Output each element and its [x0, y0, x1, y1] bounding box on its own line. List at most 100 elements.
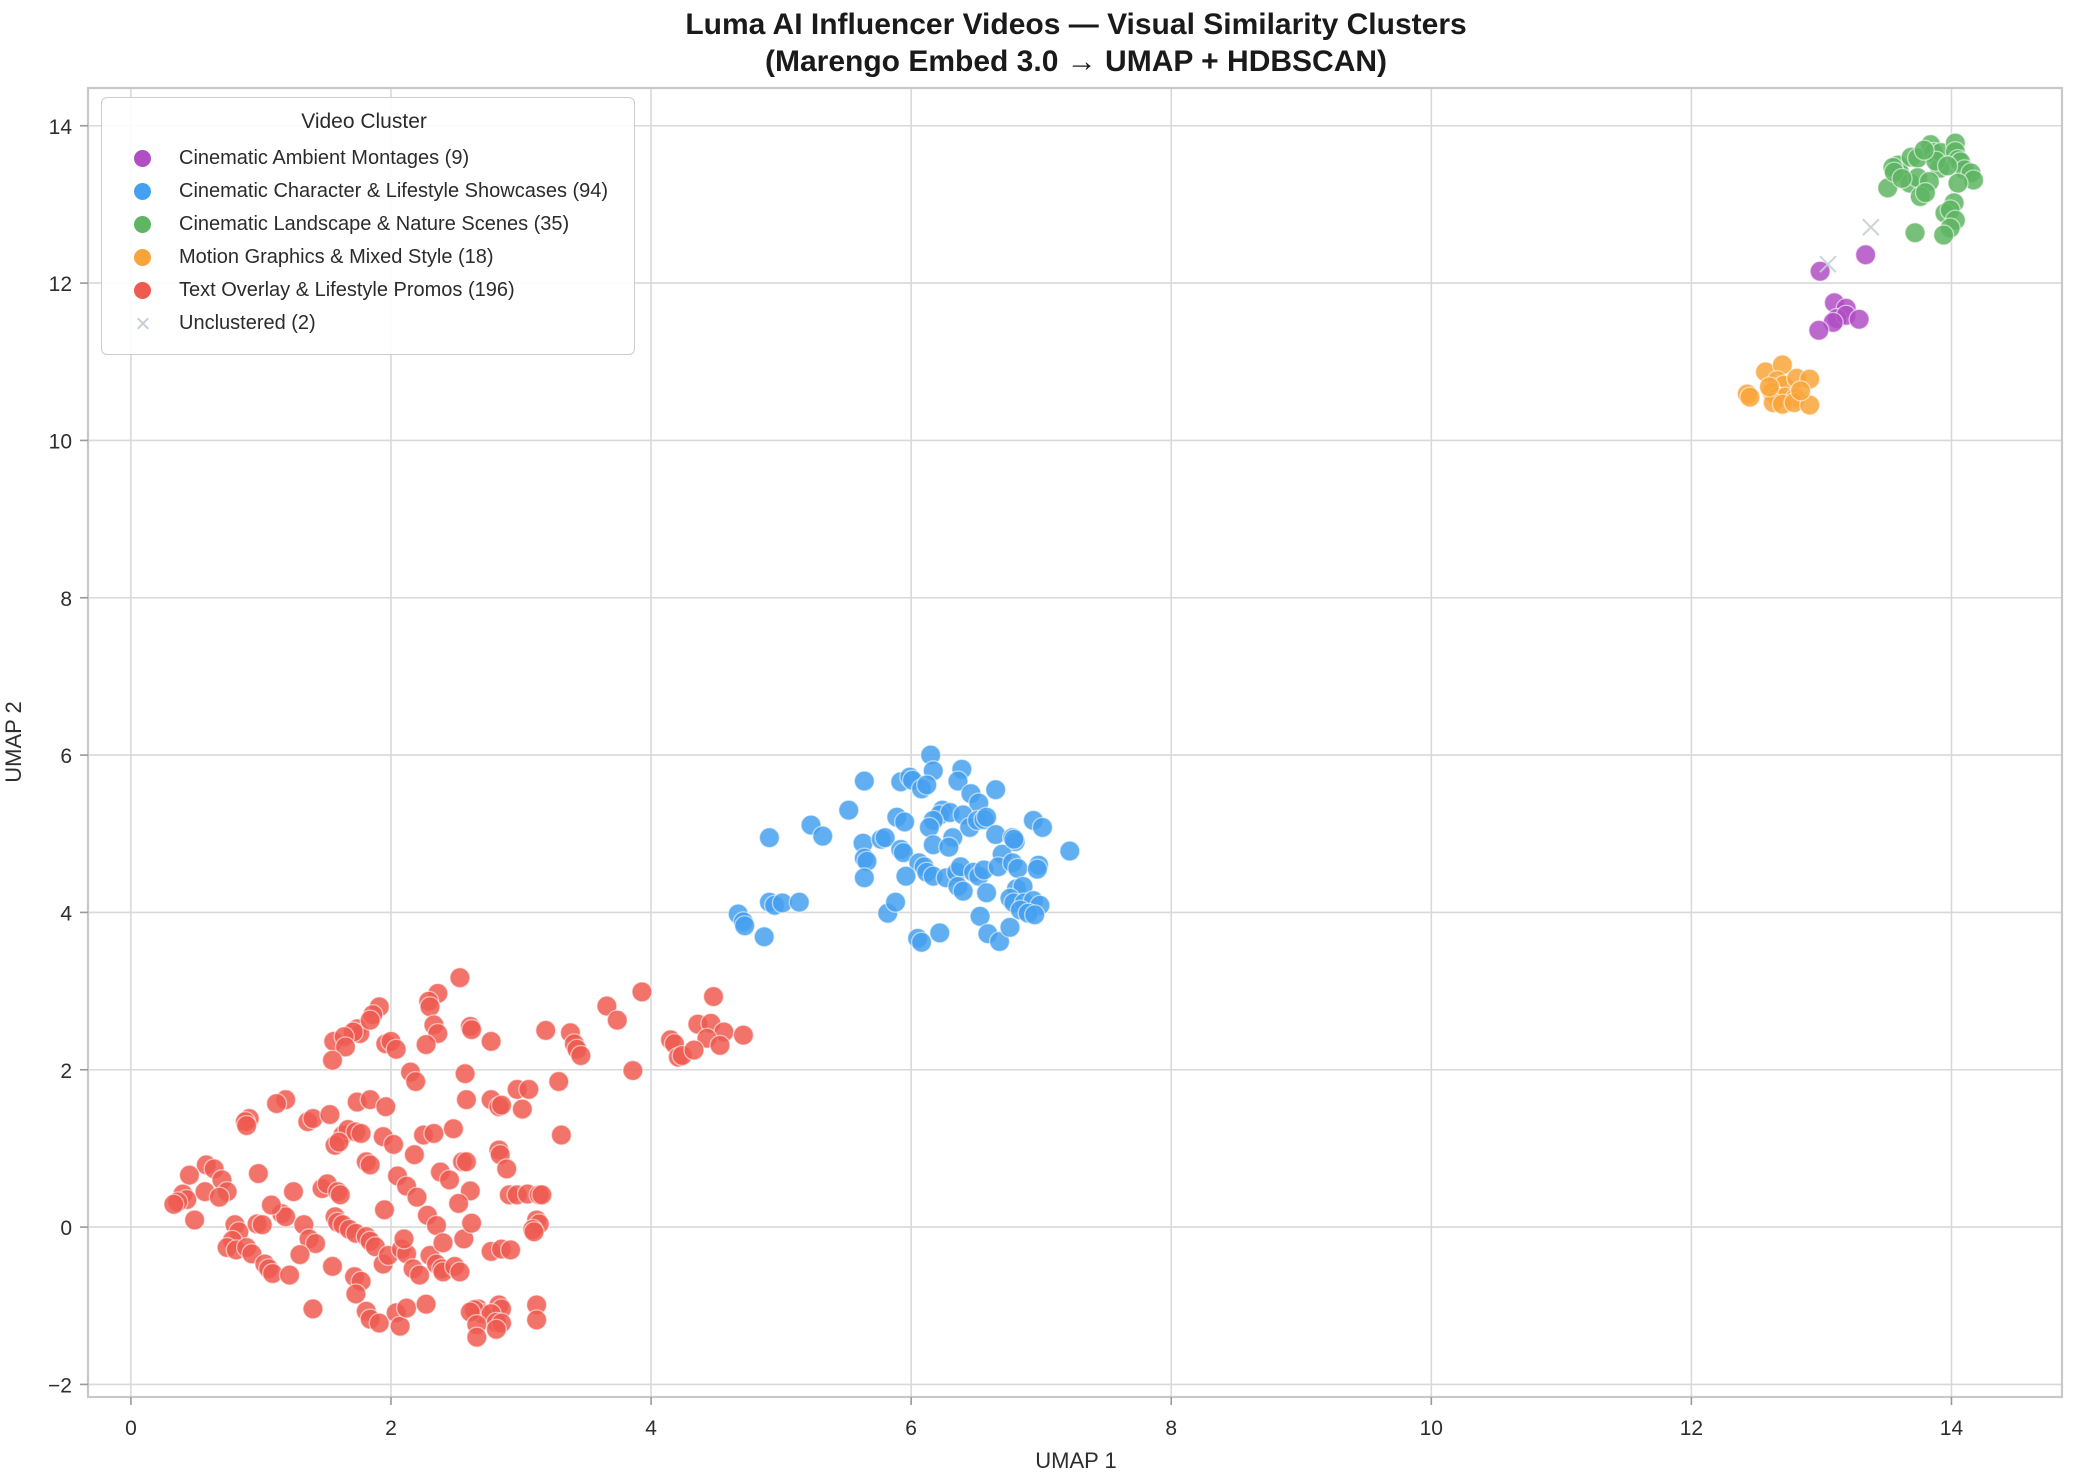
scatter-point	[1023, 904, 1046, 926]
scatter-point	[606, 1009, 628, 1031]
scatter-point	[1758, 376, 1781, 398]
y-tick-label: 2	[60, 1060, 72, 1083]
y-tick-label: 4	[60, 902, 72, 925]
legend-item-label: Motion Graphics & Mixed Style (18)	[179, 246, 494, 268]
scatter-point	[812, 825, 834, 847]
x-tick-label: 10	[1420, 1417, 1443, 1440]
legend-item-label: Cinematic Ambient Montages (9)	[179, 147, 470, 169]
scatter-point	[1854, 244, 1877, 266]
scatter-point	[548, 1070, 570, 1093]
scatter-point	[1904, 222, 1926, 244]
scatter-point	[208, 1186, 231, 1208]
scatter-point	[178, 1164, 201, 1186]
scatter-point	[321, 1255, 344, 1278]
scatter-point	[490, 1094, 513, 1116]
scatter-point	[328, 1131, 350, 1153]
scatter-point	[319, 1103, 341, 1126]
scatter-point	[838, 799, 860, 821]
legend-marker-circle-red	[134, 282, 151, 299]
plot-border	[86, 86, 2064, 1399]
chart-title: Luma AI Influencer Videos — Visual Simil…	[88, 6, 2064, 80]
scatter-point	[385, 1038, 407, 1060]
scatter-point	[916, 774, 938, 796]
scatter-point	[449, 1261, 471, 1283]
y-tick-label: 0	[60, 1217, 72, 1240]
scatter-point	[406, 1186, 428, 1208]
scatter-point	[525, 1309, 548, 1331]
scatter-point	[496, 1158, 518, 1180]
scatter-point	[984, 778, 1007, 801]
scatter-point	[895, 865, 917, 887]
legend-item-unclustered: Unclustered (2)	[120, 307, 608, 340]
legend-item-label: Text Overlay & Lifestyle Promos (196)	[179, 279, 515, 301]
scatter-point	[910, 931, 933, 954]
scatter-point	[733, 915, 756, 937]
scatter-point	[408, 1264, 431, 1286]
scatter-point	[788, 891, 811, 913]
scatter-point	[247, 1162, 270, 1185]
scatter-point	[329, 1184, 351, 1206]
x-tick-label: 12	[1680, 1417, 1703, 1440]
scatter-point	[947, 770, 969, 792]
chart-title-line1: Luma AI Influencer Videos — Visual Simil…	[685, 8, 1467, 41]
legend-marker-circle-green	[134, 216, 151, 233]
scatter-point	[1739, 386, 1761, 408]
scatter-point	[466, 1326, 488, 1348]
y-tick-label: 8	[60, 588, 72, 611]
x-axis-label: UMAP 1	[1035, 1448, 1117, 1473]
scatter-point	[321, 1049, 344, 1072]
scatter-point	[163, 1193, 185, 1215]
legend-title: Video Cluster	[301, 110, 427, 133]
scatter-point	[499, 1239, 522, 1261]
scatter-point	[393, 1228, 415, 1250]
scatter-point	[455, 1088, 478, 1111]
scatter-point	[893, 811, 916, 833]
scatter-point	[382, 1133, 405, 1156]
scatter-point	[274, 1206, 297, 1228]
scatter-point	[975, 882, 998, 904]
y-axis-label: UMAP 2	[1, 701, 26, 783]
scatter-point	[550, 1124, 573, 1146]
scatter-point	[485, 1318, 508, 1341]
x-tick-label: 2	[385, 1417, 397, 1440]
legend-item-label: Cinematic Landscape & Nature Scenes (35)	[179, 213, 570, 235]
scatter-point	[884, 891, 907, 913]
scatter-point	[460, 1212, 483, 1234]
scatter-point	[447, 1192, 470, 1215]
scatter-point	[403, 1144, 426, 1166]
scatter-point	[975, 806, 998, 828]
scatter-point	[1789, 380, 1812, 402]
scatter-point	[892, 841, 915, 864]
scatter-point	[304, 1232, 327, 1255]
legend-item-ambient: Cinematic Ambient Montages (9)	[120, 142, 608, 175]
legend-item-text-overlay: Text Overlay & Lifestyle Promos (196)	[120, 274, 608, 307]
scatter-point	[423, 1122, 445, 1145]
y-tick-label: 12	[49, 273, 72, 296]
scatter-point-x	[1819, 255, 1837, 273]
scatter-point	[622, 1059, 644, 1082]
legend: Video Cluster Cinematic Ambient Montages…	[101, 97, 636, 355]
legend-marker-circle-blue	[134, 183, 151, 200]
scatter-point	[359, 1154, 381, 1176]
scatter-point	[631, 981, 653, 1003]
scatter-point	[432, 1232, 454, 1254]
scatter-point	[732, 1024, 755, 1046]
scatter-point-x	[1862, 218, 1880, 236]
x-tick-label: 6	[905, 1417, 917, 1440]
scatter-point	[853, 770, 876, 792]
legend-marker-circle-orange	[134, 249, 151, 266]
scatter-point	[454, 1062, 476, 1085]
scatter-point	[415, 1033, 437, 1056]
legend-item-character: Cinematic Character & Lifestyle Showcase…	[120, 175, 608, 208]
x-tick-label: 8	[1165, 1417, 1177, 1440]
scatter-point	[1947, 172, 1969, 194]
scatter-point	[999, 916, 1021, 939]
x-tick-label: 14	[1940, 1417, 1964, 1440]
scatter-point	[278, 1264, 301, 1286]
scatter-point	[419, 996, 441, 1018]
scatter-point	[442, 1118, 465, 1140]
x-tick-label: 4	[645, 1417, 657, 1440]
scatter-point	[395, 1297, 418, 1319]
scatter-point	[570, 1044, 592, 1067]
y-tick-label: 10	[49, 430, 72, 453]
